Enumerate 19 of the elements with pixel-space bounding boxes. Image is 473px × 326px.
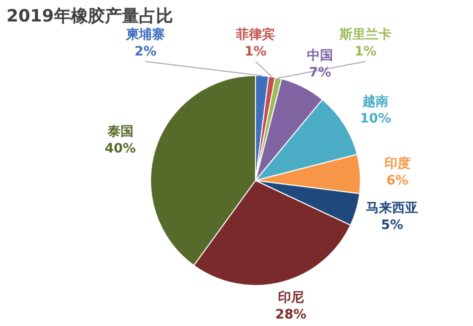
slice-label: 斯里兰卡 bbox=[338, 26, 392, 42]
slice-label: 印尼 bbox=[278, 290, 304, 306]
data-label: 10% bbox=[360, 112, 392, 127]
data-label: 28% bbox=[275, 308, 306, 323]
slice-label: 泰国 bbox=[106, 124, 134, 140]
slice-label: 菲律宾 bbox=[235, 26, 275, 42]
data-label: 5% bbox=[381, 218, 404, 233]
data-label: 40% bbox=[104, 141, 136, 156]
slice-label: 柬埔寨 bbox=[125, 26, 165, 42]
chart-title: 2019年橡胶产量占比 bbox=[6, 6, 173, 26]
slice-label: 越南 bbox=[362, 94, 389, 110]
data-label: 7% bbox=[309, 65, 332, 80]
slice-label: 印度 bbox=[384, 155, 410, 172]
data-label: 6% bbox=[386, 173, 408, 188]
slice-label: 中国 bbox=[307, 48, 334, 64]
data-label: 2% bbox=[134, 44, 157, 60]
data-label: 1% bbox=[354, 44, 377, 60]
data-label: 1% bbox=[244, 44, 267, 60]
slice-label: 马来西亚 bbox=[366, 200, 418, 216]
